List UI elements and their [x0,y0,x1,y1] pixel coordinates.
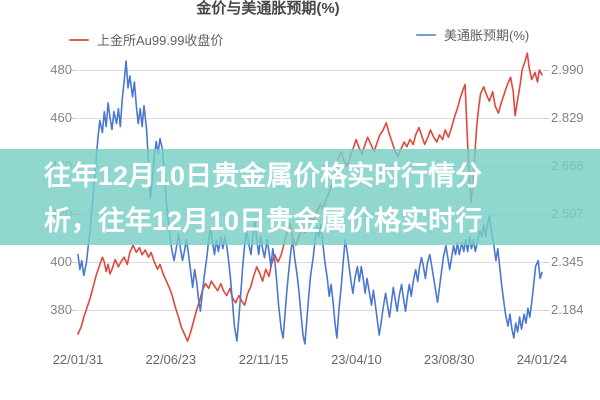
x-axis-tick-label: 23/08/30 [423,352,475,367]
legend-item-inflation[interactable]: 美通胀预期(%) [416,25,529,44]
y-axis-right-tick-label: 2.829 [551,109,584,125]
x-axis-tick-label: 24/01/24 [516,352,568,367]
x-axis-tick-label: 23/04/10 [331,352,382,367]
y-axis-left-tick-label: 480 [50,62,72,77]
y-axis-left-tick-label: 460 [50,110,72,125]
watermark-text: 往年12月10日贵金属价格实时行情分析，往年12月10日贵金属价格实时行 [44,161,483,236]
y-axis-right-tick-label: 2.184 [551,302,584,317]
legend-label-gold: 上金所Au99.99收盘价 [97,33,224,48]
gold-legend-line-icon [69,38,89,41]
y-axis-right-tick-label: 2.345 [551,254,584,270]
y-axis-left-tick-label: 380 [50,302,72,317]
watermark-banner: 往年12月10日贵金属价格实时行情分析，往年12月10日贵金属价格实时行 [0,149,600,245]
x-axis-tick-label: 22/11/15 [238,352,289,367]
y-axis-right-tick-label: 2.990 [551,62,584,77]
legend-item-gold[interactable]: 上金所Au99.99收盘价 [69,30,223,49]
chart-title: 金价与美通胀预期(%) [196,0,340,17]
legend-label-inflation: 美通胀预期(%) [444,28,530,43]
x-axis-tick-label: 22/01/31 [52,352,104,367]
series-line-inflation[interactable] [77,60,543,345]
inflation-legend-line-icon [416,33,436,36]
x-axis-tick-label: 22/06/23 [145,352,197,367]
y-axis-left-tick-label: 400 [50,254,72,269]
